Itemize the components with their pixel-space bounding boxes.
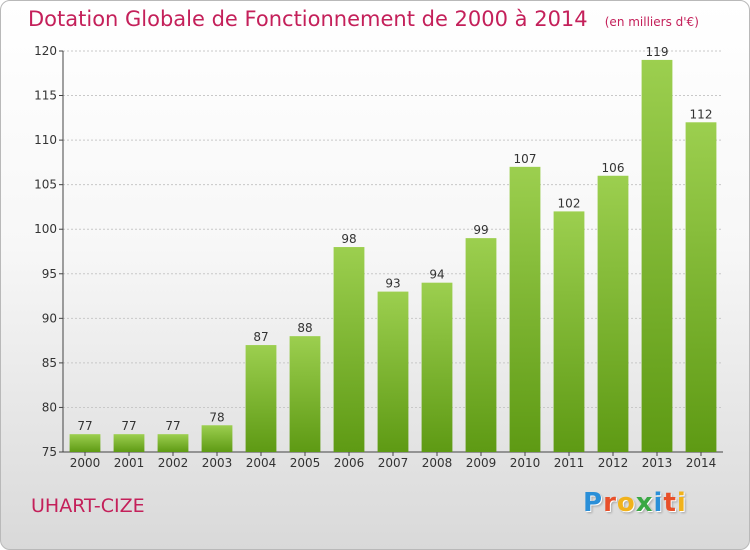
data-label: 87 — [253, 330, 268, 344]
x-tick-label: 2008 — [422, 456, 453, 470]
data-label: 77 — [77, 419, 92, 433]
data-label: 78 — [209, 410, 224, 424]
x-tick-label: 2009 — [466, 456, 497, 470]
data-label: 112 — [690, 107, 713, 121]
x-tick-label: 2005 — [290, 456, 321, 470]
bar — [377, 291, 409, 452]
logo-letter: x — [635, 488, 654, 518]
data-label: 93 — [385, 277, 400, 291]
data-label: 88 — [297, 321, 312, 335]
place-name: UHART-CIZE — [31, 495, 145, 517]
y-tick-label: 90 — [42, 311, 57, 325]
y-tick-label: 80 — [42, 400, 57, 414]
x-tick-label: 2001 — [114, 456, 145, 470]
bar — [685, 122, 717, 453]
axes: 75 80 85 90 95 100 105 110 115 120 2000 2001 2002 200… — [34, 44, 723, 470]
x-tick-label: 2004 — [246, 456, 277, 470]
chart-title: Dotation Globale de Fonctionnement de 20… — [28, 7, 588, 31]
x-tick-label: 2003 — [202, 456, 233, 470]
x-tick-label: 2000 — [70, 456, 101, 470]
labels: 77 77 77 78 87 88 98 93 94 99 107 102 106 119 112 — [77, 45, 712, 433]
y-tick-label: 75 — [42, 445, 57, 459]
data-label: 94 — [429, 268, 444, 282]
data-label: 107 — [514, 152, 537, 166]
bar — [113, 434, 145, 452]
y-tick-label: 110 — [34, 133, 57, 147]
proxiti-logo: Proxiti — [583, 488, 687, 518]
x-tick-label: 2002 — [158, 456, 189, 470]
x-tick-label: 2007 — [378, 456, 409, 470]
x-tick-label: 2014 — [686, 456, 717, 470]
bar — [509, 166, 541, 452]
y-tick-label: 85 — [42, 356, 57, 370]
chart-subtitle: (en milliers d'€) — [604, 15, 699, 29]
logo-letter: o — [616, 488, 636, 518]
logo-letter: r — [603, 488, 617, 518]
data-label: 119 — [646, 45, 669, 59]
bar — [69, 434, 101, 452]
bar — [333, 247, 365, 452]
logo-letter: P — [583, 488, 604, 518]
x-tick-label: 2013 — [642, 456, 673, 470]
data-label: 77 — [121, 419, 136, 433]
bar — [553, 211, 585, 452]
data-label: 106 — [602, 161, 625, 175]
bar — [421, 282, 453, 452]
bar — [465, 238, 497, 452]
x-tick-label: 2012 — [598, 456, 629, 470]
data-label: 98 — [341, 232, 356, 246]
bar — [201, 425, 233, 452]
y-tick-label: 95 — [42, 267, 57, 281]
y-tick-label: 105 — [34, 178, 57, 192]
bar — [641, 59, 673, 453]
logo-letter: i — [653, 488, 664, 518]
title-block: Dotation Globale de Fonctionnement de 20… — [28, 7, 699, 31]
y-tick-label: 115 — [34, 89, 57, 103]
data-label: 102 — [558, 196, 581, 210]
x-tick-label: 2006 — [334, 456, 365, 470]
data-label: 77 — [165, 419, 180, 433]
data-label: 99 — [473, 223, 488, 237]
x-tick-label: 2011 — [554, 456, 585, 470]
y-tick-label: 100 — [34, 222, 57, 236]
bars — [69, 59, 717, 453]
bar — [245, 345, 277, 452]
bar — [157, 434, 189, 452]
bar — [597, 175, 629, 452]
logo-letter: t — [663, 488, 677, 518]
x-tick-label: 2010 — [510, 456, 541, 470]
y-tick-label: 120 — [34, 44, 57, 58]
logo-letter: i — [676, 488, 687, 518]
bar — [289, 336, 321, 452]
